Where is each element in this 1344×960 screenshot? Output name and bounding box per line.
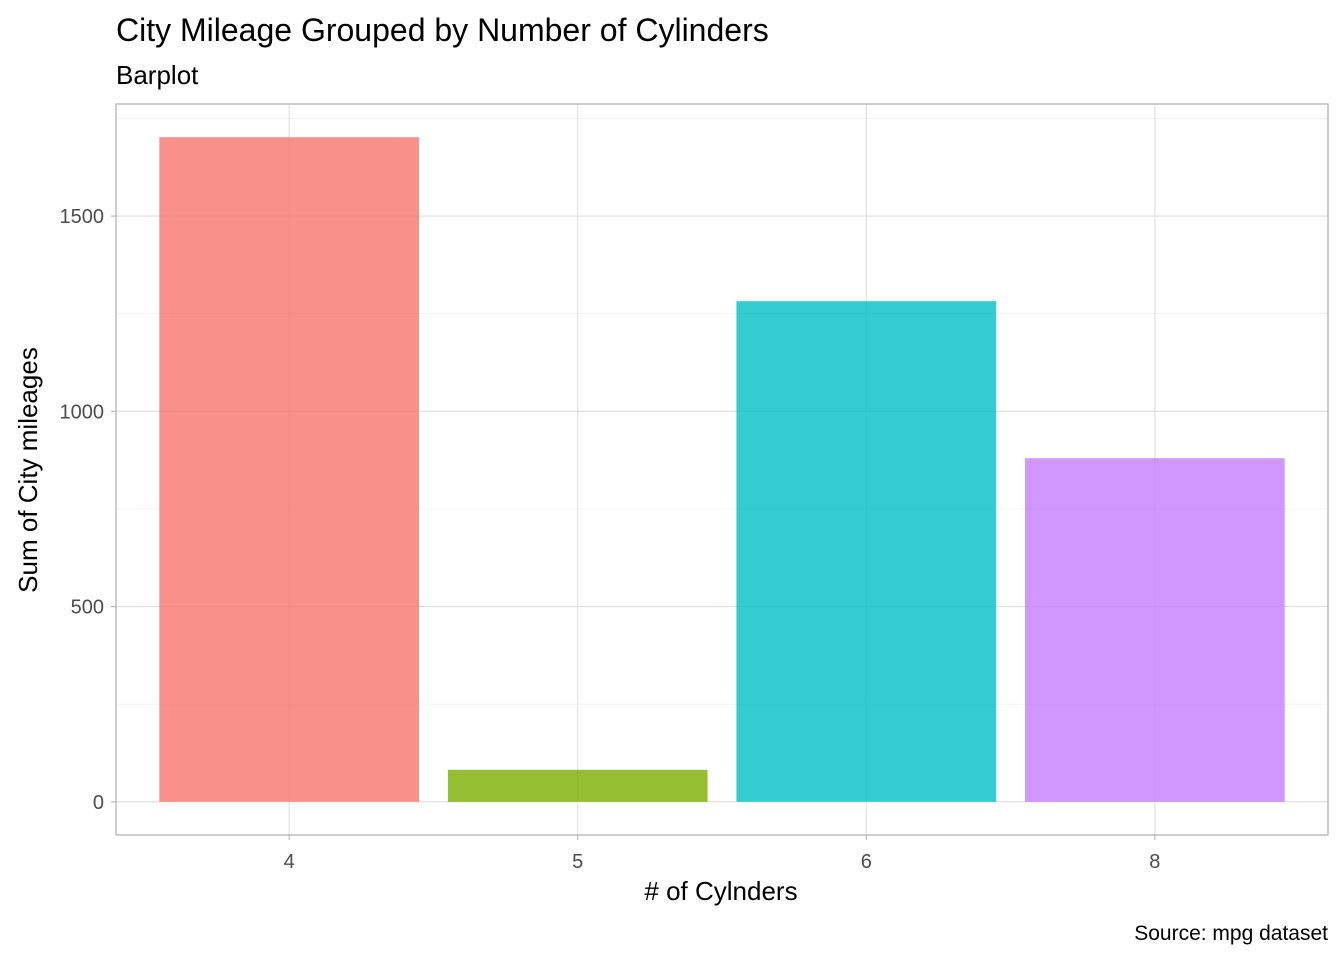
y-axis-title: Sum of City mileages — [13, 347, 43, 593]
x-axis-title: # of Cylnders — [644, 876, 797, 906]
y-tick-label: 500 — [71, 597, 104, 619]
y-tick-label: 1000 — [60, 401, 105, 423]
caption: Source: mpg dataset — [1134, 922, 1328, 945]
x-tick-label: 4 — [284, 851, 295, 873]
bar-cyl-6 — [736, 301, 997, 802]
chart-subtitle: Barplot — [116, 60, 199, 90]
panel-border — [115, 103, 1329, 836]
plot-panel: 0 500 1000 1500 4 5 6 8 — [60, 103, 1329, 873]
x-tick-label: 5 — [572, 851, 583, 873]
y-tick-label: 0 — [93, 792, 104, 814]
chart-title: City Mileage Grouped by Number of Cylind… — [116, 12, 769, 48]
bar-cyl-4 — [159, 137, 420, 802]
bar-cyl-5 — [447, 769, 708, 802]
bar-cyl-8 — [1025, 458, 1285, 802]
y-tick-label: 1500 — [60, 206, 105, 228]
x-tick-label: 8 — [1149, 851, 1160, 873]
x-tick-label: 6 — [861, 851, 872, 873]
